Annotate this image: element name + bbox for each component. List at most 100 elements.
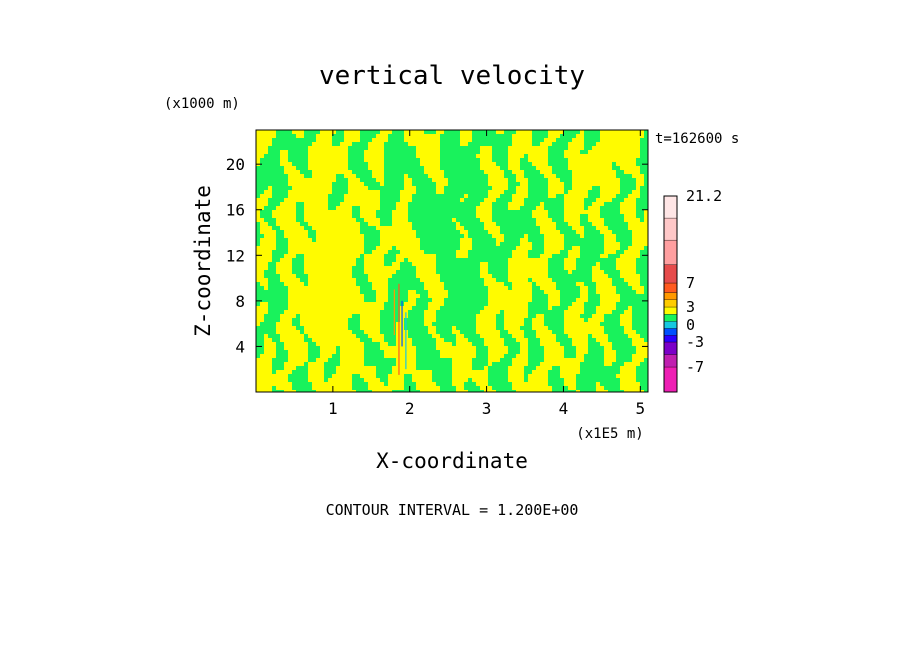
x-tick-label: 3 — [482, 399, 492, 418]
positive-velocity-region — [624, 214, 636, 218]
positive-velocity-region — [624, 170, 640, 174]
positive-velocity-region — [548, 298, 560, 302]
positive-velocity-region — [308, 150, 348, 154]
positive-velocity-region — [288, 238, 312, 242]
positive-velocity-region — [340, 346, 364, 350]
positive-velocity-region — [376, 178, 384, 182]
positive-velocity-region — [256, 130, 276, 134]
positive-velocity-region — [628, 246, 644, 250]
positive-velocity-region — [340, 358, 364, 362]
positive-velocity-region — [540, 170, 552, 174]
positive-velocity-region — [488, 174, 504, 178]
positive-velocity-region — [644, 218, 648, 222]
positive-velocity-region — [256, 262, 268, 266]
positive-velocity-region — [480, 158, 492, 162]
positive-velocity-region — [496, 130, 504, 134]
positive-velocity-region — [256, 314, 264, 318]
positive-velocity-region — [596, 386, 604, 390]
positive-velocity-region — [284, 170, 300, 174]
positive-velocity-region — [436, 182, 448, 186]
positive-velocity-region — [568, 254, 580, 258]
positive-velocity-region — [616, 258, 636, 262]
positive-velocity-region — [564, 266, 576, 270]
positive-velocity-region — [512, 286, 532, 290]
positive-velocity-region — [544, 238, 564, 242]
positive-velocity-region — [544, 350, 564, 354]
positive-velocity-region — [548, 194, 556, 198]
positive-velocity-region — [620, 314, 632, 318]
positive-velocity-region — [288, 358, 308, 362]
positive-velocity-region — [396, 322, 404, 326]
positive-velocity-region — [400, 310, 408, 314]
positive-velocity-region — [456, 226, 464, 230]
x-axis-label: X-coordinate — [376, 449, 528, 473]
positive-velocity-region — [544, 290, 560, 294]
positive-velocity-region — [564, 322, 600, 326]
positive-velocity-region — [388, 382, 404, 386]
positive-velocity-region — [260, 302, 268, 306]
positive-velocity-region — [380, 182, 384, 186]
positive-velocity-region — [316, 234, 364, 238]
colorbar-swatch — [663, 314, 678, 322]
positive-velocity-region — [404, 134, 440, 138]
positive-velocity-region — [376, 294, 388, 298]
positive-velocity-region — [368, 166, 384, 170]
positive-velocity-region — [360, 314, 380, 318]
positive-velocity-region — [312, 382, 352, 386]
positive-velocity-region — [364, 270, 396, 274]
positive-velocity-region — [376, 298, 388, 302]
colorbar-label: 7 — [686, 274, 695, 292]
positive-velocity-region — [548, 134, 560, 138]
positive-velocity-region — [564, 194, 588, 198]
positive-velocity-region — [364, 154, 384, 158]
positive-velocity-region — [288, 182, 332, 186]
positive-velocity-region — [488, 294, 532, 298]
positive-velocity-region — [484, 198, 496, 202]
positive-velocity-region — [312, 338, 360, 342]
positive-velocity-region — [476, 214, 492, 218]
positive-velocity-region — [544, 242, 564, 246]
positive-velocity-region — [508, 162, 520, 166]
positive-velocity-region — [360, 322, 380, 326]
positive-velocity-region — [620, 166, 640, 170]
positive-velocity-region — [488, 354, 504, 358]
positive-velocity-region — [564, 378, 576, 382]
positive-velocity-region — [564, 150, 580, 154]
positive-velocity-region — [628, 194, 640, 198]
positive-velocity-region — [644, 210, 648, 214]
positive-velocity-region — [596, 286, 616, 290]
positive-velocity-region — [564, 214, 580, 218]
positive-velocity-region — [536, 282, 556, 286]
positive-velocity-region — [288, 290, 360, 294]
positive-velocity-region — [516, 354, 528, 358]
positive-velocity-region — [604, 354, 616, 358]
positive-velocity-region — [484, 278, 496, 282]
colorbar-swatch — [663, 354, 678, 368]
positive-velocity-region — [480, 386, 492, 390]
positive-velocity-region — [396, 206, 408, 210]
positive-velocity-region — [308, 158, 348, 162]
positive-velocity-region — [320, 350, 336, 354]
positive-velocity-region — [388, 378, 404, 382]
positive-velocity-region — [304, 254, 360, 258]
positive-velocity-region — [624, 362, 640, 366]
positive-velocity-region — [568, 386, 576, 390]
positive-velocity-region — [616, 162, 636, 166]
positive-velocity-region — [312, 226, 360, 230]
positive-velocity-region — [320, 346, 336, 350]
positive-velocity-region — [520, 182, 528, 186]
positive-velocity-region — [380, 230, 416, 234]
positive-velocity-region — [532, 162, 548, 166]
positive-velocity-region — [624, 330, 636, 334]
positive-velocity-region — [424, 166, 440, 170]
positive-velocity-region — [364, 150, 384, 154]
positive-velocity-region — [536, 218, 552, 222]
positive-velocity-region — [564, 206, 584, 210]
positive-velocity-region — [436, 186, 444, 190]
positive-velocity-region — [360, 214, 376, 218]
positive-velocity-region — [264, 342, 276, 346]
positive-velocity-region — [508, 374, 524, 378]
positive-velocity-region — [272, 210, 296, 214]
positive-velocity-region — [308, 334, 356, 338]
positive-velocity-region — [516, 246, 532, 250]
